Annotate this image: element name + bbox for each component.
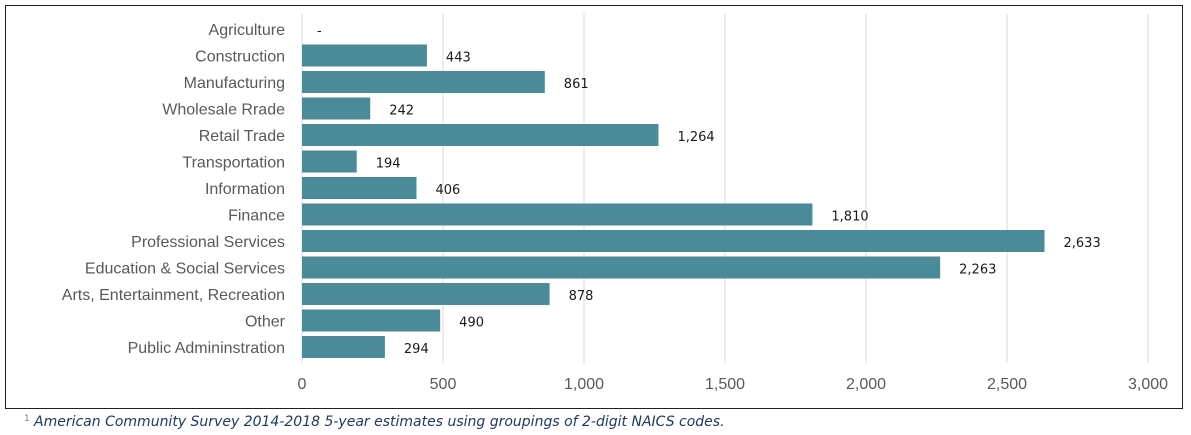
category-label: Arts, Entertainment, Recreation (62, 287, 285, 304)
data-label: 1,810 (831, 210, 868, 225)
category-label: Transportation (182, 155, 285, 172)
bar (302, 71, 545, 93)
bar (302, 256, 941, 279)
bar (302, 283, 550, 305)
data-label: - (317, 24, 322, 39)
category-label: Public Admininstration (128, 340, 285, 357)
bar (302, 150, 357, 173)
category-label: Construction (195, 49, 285, 66)
source-footnote: American Community Survey 2014-2018 5-ye… (34, 414, 725, 430)
x-tick-label: 1,000 (564, 376, 604, 393)
category-label: Education & Social Services (85, 261, 285, 278)
category-label: Retail Trade (199, 128, 285, 145)
data-label: 878 (569, 289, 594, 304)
category-labels: Agriculture Construction Manufacturing Whol… (62, 22, 286, 357)
data-label: 2,263 (959, 263, 996, 278)
x-tick-label: 1,500 (705, 376, 745, 393)
category-label: Information (205, 181, 285, 198)
footnote-marker: 1 (24, 414, 30, 424)
x-tick-label: 2,500 (987, 376, 1027, 393)
bar (302, 336, 385, 358)
bar-chart: Agriculture Construction Manufacturing Whol… (62, 14, 1169, 393)
bar (302, 309, 441, 332)
x-tick-label: 2,000 (846, 376, 886, 393)
bar (302, 203, 813, 226)
category-label: Professional Services (131, 234, 285, 251)
data-labels: - 443 861 242 1,264 194 406 1,810 2,633 2,263 878 4… (317, 24, 1101, 357)
chart-frame: Agriculture Construction Manufacturing Whol… (5, 5, 1183, 409)
bar (302, 177, 417, 199)
data-label: 443 (446, 51, 471, 66)
category-label: Finance (228, 208, 285, 225)
bar (302, 44, 427, 67)
x-tick-label: 0 (298, 376, 307, 393)
data-label: 1,264 (677, 130, 714, 145)
bar (302, 230, 1045, 252)
category-label: Other (245, 314, 286, 331)
data-label: 294 (404, 342, 429, 357)
x-tick-label: 3,000 (1128, 376, 1168, 393)
data-label: 861 (564, 77, 589, 92)
bar (302, 97, 371, 120)
data-label: 194 (376, 157, 401, 172)
data-label: 406 (435, 183, 460, 198)
category-label: Wholesale Rrade (162, 102, 285, 119)
category-label: Manufacturing (184, 75, 285, 92)
x-axis-ticks: 0 500 1,000 1,500 2,000 2,500 3,000 (298, 376, 1169, 393)
bar (302, 124, 659, 146)
data-label: 490 (459, 316, 484, 331)
data-label: 242 (389, 104, 414, 119)
category-label: Agriculture (209, 22, 286, 39)
data-label: 2,633 (1064, 236, 1101, 251)
x-tick-label: 500 (430, 376, 457, 393)
bars (302, 44, 1045, 358)
